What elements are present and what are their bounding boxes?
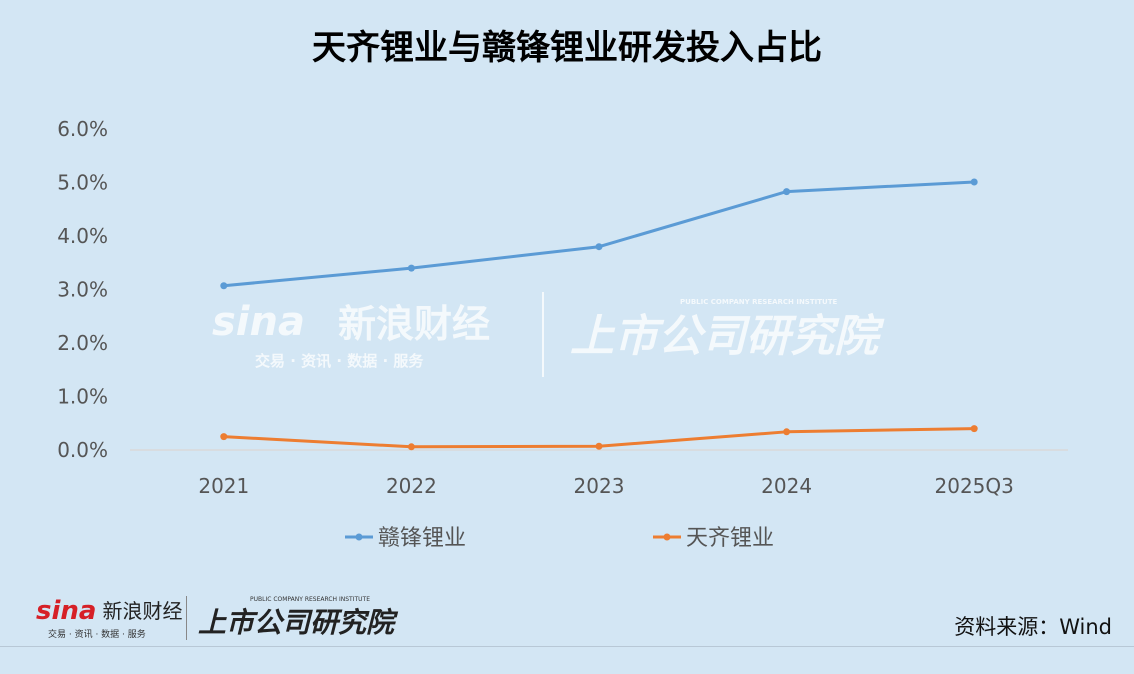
watermark-sina: sina	[212, 299, 305, 345]
y-tick-label: 5.0%	[57, 171, 108, 195]
data-point	[407, 443, 415, 451]
watermark-divider	[542, 292, 544, 377]
data-point	[595, 442, 603, 450]
y-tick-label: 0.0%	[57, 438, 108, 462]
data-point	[970, 425, 978, 433]
x-tick-label: 2021	[198, 474, 249, 498]
data-point	[970, 178, 978, 186]
data-point	[220, 282, 228, 290]
watermark-name: 新浪财经	[338, 302, 491, 346]
y-tick-label: 3.0%	[57, 278, 108, 302]
institute-en: PUBLIC COMPANY RESEARCH INSTITUTE	[250, 596, 370, 603]
data-point	[783, 428, 791, 436]
legend-marker-1	[355, 533, 363, 541]
footer: sina 新浪财经 交易 · 资讯 · 数据 · 服务 上市公司研究院 PUBL…	[0, 596, 1134, 646]
sina-brand: sina	[36, 596, 97, 626]
x-tick-label: 2024	[761, 474, 812, 498]
data-point	[595, 243, 603, 251]
sina-slogan: 交易 · 资讯 · 数据 · 服务	[48, 630, 146, 640]
sina-logo: sina 新浪财经	[36, 596, 182, 626]
bottom-divider	[0, 646, 1134, 647]
footer-divider	[186, 596, 187, 640]
y-tick-label: 4.0%	[57, 224, 108, 248]
x-tick-label: 2022	[386, 474, 437, 498]
watermark-institute: 上市公司研究院	[570, 311, 878, 362]
institute-logo: 上市公司研究院	[198, 606, 395, 639]
data-point	[783, 188, 791, 196]
y-tick-label: 6.0%	[57, 117, 108, 141]
data-point	[407, 264, 415, 272]
watermark-slogan: 交易 · 资讯 · 数据 · 服务	[255, 352, 424, 370]
y-tick-label: 2.0%	[57, 331, 108, 355]
y-tick-label: 1.0%	[57, 385, 108, 409]
series-line-1	[223, 180, 975, 288]
x-tick-label: 2025Q3	[935, 474, 1014, 498]
watermark-institute-en: PUBLIC COMPANY RESEARCH INSTITUTE	[680, 298, 838, 306]
legend-label-1: 赣锋锂业	[378, 526, 466, 551]
data-point	[220, 433, 228, 441]
chart-title: 天齐锂业与赣锋锂业研发投入占比	[312, 28, 822, 68]
legend-marker-2	[663, 533, 671, 541]
legend-label-2: 天齐锂业	[686, 526, 774, 551]
sina-name: 新浪财经	[102, 599, 183, 623]
line-chart: 0.0% 1.0% 2.0% 3.0% 4.0% 5.0% 6.0% 2021 2022 2023…	[57, 117, 1068, 551]
x-tick-label: 2023	[574, 474, 625, 498]
source-note: 资料来源：Wind	[954, 615, 1112, 639]
